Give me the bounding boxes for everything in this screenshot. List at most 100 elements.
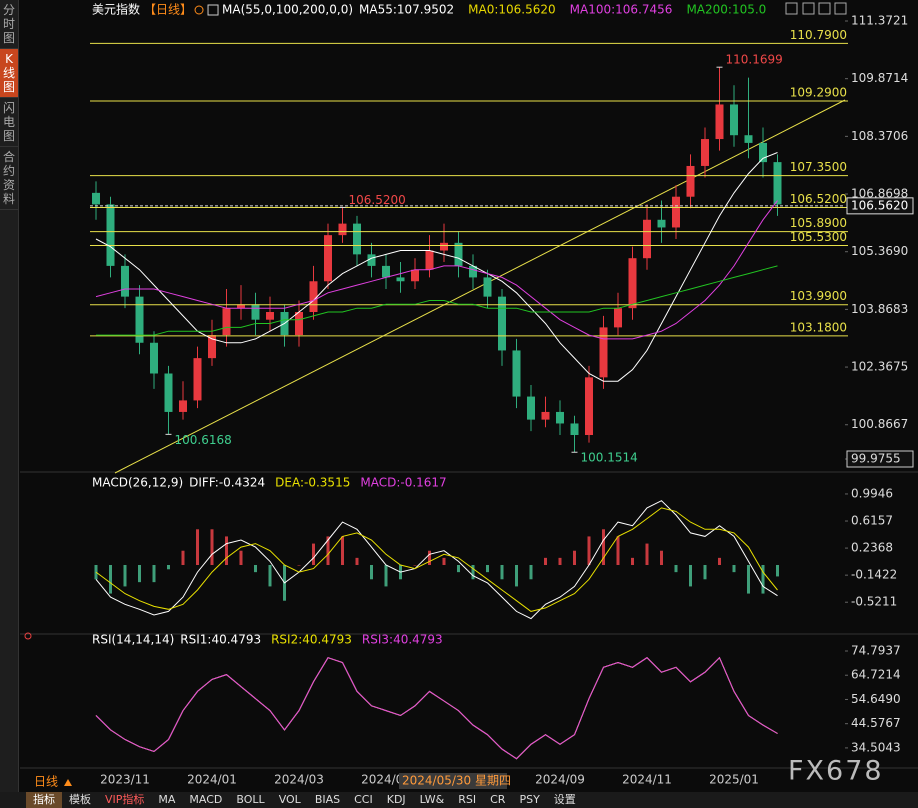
toolbar-item[interactable]: CR [490,793,506,806]
macd-bar [660,550,663,565]
macd-bar [486,565,489,573]
macd-bar [500,565,504,580]
macd-bar [268,565,272,587]
candle-body [701,139,709,166]
toolbar-item[interactable]: 模板 [69,793,91,806]
legend-text: MA100:106.7456 [570,3,673,17]
macd-bar [254,565,257,573]
legend-text: MACD:-0.1617 [360,476,446,490]
candle-body [353,223,361,255]
toolbar-item[interactable]: MA [158,793,176,806]
x-tick-label: 2024/11 [622,773,672,787]
side-tab[interactable]: 闪电图 [0,98,18,147]
candle-body [498,296,506,351]
toolbar-item[interactable]: CCI [354,793,373,806]
candle-body [469,265,477,278]
toolbar-item[interactable]: BOLL [236,793,265,806]
macd-bar [384,565,388,587]
macd-bar [602,529,605,565]
macd-bar [587,536,591,565]
window-icons [785,2,847,15]
price-box-label: 106.5620 [851,198,908,212]
toolbar-item[interactable]: LW& [419,793,445,806]
macd-bar [776,565,779,577]
y-tick-label: 108.3706 [851,129,908,143]
level-label: 106.5200 [790,192,847,206]
candle-body [92,192,100,205]
macd-bar [355,557,359,565]
toolbar: 指标 模板 VIP指标 MA MACD BOLL VOL BIAS CCI KDJ LW& RSI CR… [0,792,918,808]
macd-bar [747,565,750,594]
candle-body [135,296,144,343]
side-tab[interactable]: 合约资料 [0,147,18,210]
legend-text: MA55:107.9502 [359,3,454,17]
candle-body [309,281,318,313]
icon[interactable] [834,2,847,15]
series-line [95,500,778,620]
toolbar-item[interactable]: KDJ [386,793,406,806]
legend-text: RSI1:40.4793 [180,633,261,647]
icon[interactable] [818,2,831,15]
y-tick-label: 0.2368 [851,541,893,555]
side-tab[interactable]: 分时图 [0,0,18,49]
settings-icon[interactable] [24,632,32,640]
series-line [95,152,778,382]
toolbar-item[interactable]: RSI [458,793,477,806]
x-tick-label: 2024/01 [187,773,237,787]
y-tick-label: 54.6490 [851,692,901,706]
candle-body [106,204,115,266]
candle-body [338,223,347,236]
series-line [95,507,778,612]
icon[interactable] [785,2,798,15]
legend-text: RSI3:40.4793 [362,633,443,647]
macd-bar [428,550,431,565]
toolbar-item[interactable]: MACD [189,793,223,806]
candle-body [295,312,303,336]
macd-bar [123,565,127,587]
legend-text: 美元指数 [92,2,140,17]
add-icon [194,5,204,15]
macd-bar [529,565,533,580]
cursor-date-box [399,773,507,789]
side-tab[interactable]: K线图 [0,49,18,98]
x-tick-label: 2023/11 [100,773,150,787]
macd-bar [196,529,199,565]
candle-body [382,265,390,278]
toolbar-item[interactable]: BIAS [314,793,341,806]
toolbar-item[interactable]: VIP指标 [105,793,145,806]
legend-text: MACD(26,12,9) [92,476,183,490]
y-tick-label: 34.5043 [851,740,901,754]
candle-body [396,277,405,282]
macd-bar [341,536,344,565]
toolbar-item[interactable]: PSY [519,793,540,806]
y-tick-label: -0.1422 [851,568,897,582]
toolbar-item[interactable]: VOL [278,793,301,806]
series-line [95,200,778,340]
toolbar-item[interactable]: 设置 [553,793,576,806]
annotation: 100.1514 [581,451,638,465]
macd-bar [413,565,417,566]
macd-bar [370,565,373,580]
candle-body [570,423,579,435]
icon[interactable] [802,2,815,15]
macd-bar [515,565,518,587]
macd-bar [457,565,460,573]
candle-body [672,196,680,228]
toolbar-item[interactable]: 指标 [26,792,62,808]
candle-body [266,312,274,320]
level-label: 110.7900 [790,28,847,42]
macd-bar [573,550,576,565]
y-tick-label: 111.3721 [851,13,908,27]
y-tick-label: -0.5211 [851,595,897,609]
candle-body [643,219,651,259]
macd-bar [239,550,243,565]
candle-body [686,165,695,197]
legend-text: RSI2:40.4793 [271,633,352,647]
candle-body [541,411,550,420]
level-label: 105.5300 [790,230,847,244]
watermark: FX678 [788,756,884,787]
y-tick-label: 102.3675 [851,360,908,374]
candle-body [483,277,492,297]
candle-body [425,250,434,270]
